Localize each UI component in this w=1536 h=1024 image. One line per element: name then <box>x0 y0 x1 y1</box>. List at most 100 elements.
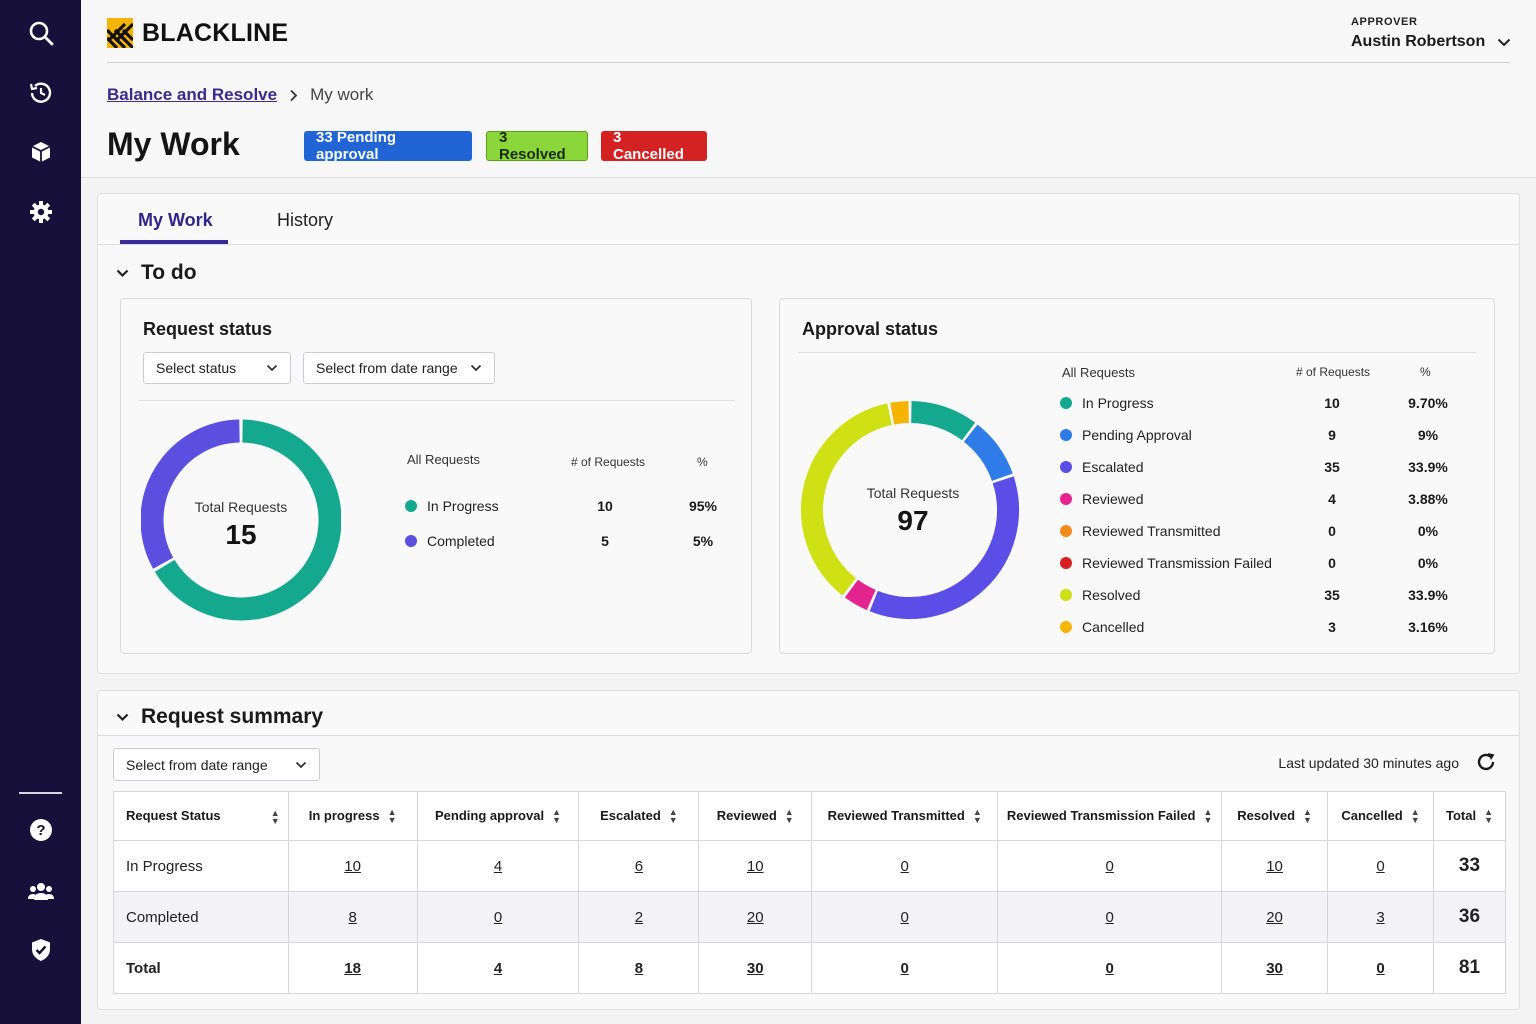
brand-logo[interactable]: BLACKLINE <box>107 18 288 48</box>
chevron-down-icon <box>470 364 482 372</box>
cell-link[interactable]: 10 <box>1266 857 1283 875</box>
status-select[interactable]: Select status <box>143 352 291 384</box>
box-icon[interactable] <box>22 133 60 171</box>
legend-count: 35 <box>1324 459 1340 475</box>
column-header-pending-approval[interactable]: Pending approval ▲ ▼ <box>416 791 580 841</box>
legend-label: Escalated <box>1082 459 1144 475</box>
donut-slice-in-progress[interactable] <box>154 419 341 621</box>
column-header-label: Pending approval <box>435 807 545 823</box>
sort-icon[interactable]: ▲ ▼ <box>1484 807 1493 826</box>
column-header-reviewed[interactable]: Reviewed ▲ ▼ <box>698 791 813 841</box>
cell-link[interactable]: 30 <box>1266 959 1283 977</box>
cell-link[interactable]: 0 <box>1105 959 1114 977</box>
column-header-in-progress[interactable]: In progress ▲ ▼ <box>287 791 418 841</box>
breadcrumb-link-balance-and-resolve[interactable]: Balance and Resolve <box>107 85 278 104</box>
total-value: 97 <box>897 505 929 536</box>
donut-slice-cancelled[interactable] <box>890 401 910 425</box>
cell-link[interactable]: 4 <box>493 959 503 977</box>
cell-link[interactable]: 0 <box>900 959 909 977</box>
sort-icon[interactable]: ▲ ▼ <box>387 807 397 826</box>
cancelled-badge[interactable]: 3 Cancelled <box>601 129 707 163</box>
user-menu[interactable]: Austin Robertson <box>1351 33 1511 51</box>
sort-icon[interactable]: ▲ ▼ <box>552 807 561 826</box>
total-label: Total Requests <box>866 485 960 501</box>
resolved-badge[interactable]: 3 Resolved <box>486 129 588 163</box>
column-header-resolved[interactable]: Resolved ▲ ▼ <box>1221 791 1329 841</box>
request-summary-table: Request Status ▲ ▼ In progress ▲ ▼ Pending app… <box>113 791 1507 994</box>
cell-link[interactable]: 0 <box>900 908 909 926</box>
pending-approval-badge[interactable]: 33 Pending approval <box>304 129 472 163</box>
donut-slice-reviewed[interactable] <box>844 579 876 611</box>
date-range-select[interactable]: Select from date range <box>303 352 495 384</box>
sort-icon[interactable]: ▲ ▼ <box>1303 807 1312 826</box>
sort-icon[interactable]: ▲ ▼ <box>972 807 982 826</box>
page-title: My Work <box>107 126 240 162</box>
cell-link[interactable]: 10 <box>344 857 361 875</box>
my-work-panel: My Work History To do Request status Sel… <box>97 193 1520 674</box>
sort-icon[interactable]: ▲ ▼ <box>784 807 794 826</box>
search-icon[interactable] <box>22 14 60 52</box>
column-header-request-status[interactable]: Request Status ▲ ▼ <box>113 791 289 841</box>
legend-head-name: All Requests <box>407 452 480 467</box>
breadcrumb: Balance and Resolve My work <box>107 85 373 105</box>
legend-pct: 3.16% <box>1408 619 1448 635</box>
cell-link[interactable]: 4 <box>493 857 503 875</box>
column-header-reviewed-transmission-failed[interactable]: Reviewed Transmission Failed ▲ ▼ <box>997 791 1223 841</box>
donut-slice-completed[interactable] <box>141 419 240 569</box>
cell-link[interactable]: 0 <box>1105 857 1114 875</box>
column-header-total[interactable]: Total ▲ ▼ <box>1432 791 1507 841</box>
cell-link[interactable]: 0 <box>1105 908 1114 926</box>
tab-my-work[interactable]: My Work <box>138 210 213 230</box>
row-label: Completed <box>113 891 289 943</box>
table-cell: 0 <box>997 840 1223 892</box>
legend-label: Cancelled <box>1082 619 1145 635</box>
shield-check-icon[interactable] <box>22 931 60 969</box>
column-header-escalated[interactable]: Escalated ▲ ▼ <box>578 791 700 841</box>
column-header-label: Resolved <box>1237 807 1296 823</box>
sort-icon[interactable]: ▲ ▼ <box>1410 807 1420 826</box>
table-cell: 0 <box>1327 942 1434 994</box>
cell-link[interactable]: 20 <box>746 908 764 926</box>
legend-item: Reviewed Transmission Failed <box>1060 551 1272 575</box>
cell-link[interactable]: 0 <box>493 908 503 926</box>
cell-link[interactable]: 0 <box>1376 857 1385 875</box>
cell-link[interactable]: 6 <box>634 857 644 875</box>
cell-link[interactable]: 3 <box>1376 908 1385 926</box>
donut-slice-pending-approval[interactable] <box>963 424 1013 482</box>
refresh-icon[interactable] <box>1475 751 1497 778</box>
cell-link[interactable]: 30 <box>746 959 764 977</box>
request-status-donut <box>141 419 341 621</box>
cell-link[interactable]: 8 <box>348 908 357 926</box>
help-icon[interactable]: ? <box>22 811 60 849</box>
table-cell: 0 <box>811 891 999 943</box>
table-cell: 0 <box>416 891 580 943</box>
cell-link[interactable]: 20 <box>1266 908 1283 926</box>
donut-slice-escalated[interactable] <box>869 476 1019 619</box>
brand-name: BLACKLINE <box>142 18 289 47</box>
table-cell: 30 <box>1221 942 1329 994</box>
cell-link[interactable]: 8 <box>634 959 644 977</box>
sort-icon[interactable]: ▲ ▼ <box>1203 807 1213 826</box>
cell-link[interactable]: 0 <box>1376 959 1385 977</box>
gear-icon[interactable] <box>22 193 60 231</box>
donut-slice-in-progress[interactable] <box>910 401 976 441</box>
todo-section-toggle[interactable]: To do <box>116 261 197 285</box>
cell-link[interactable]: 2 <box>634 908 644 926</box>
column-header-reviewed-transmitted[interactable]: Reviewed Transmitted ▲ ▼ <box>811 791 999 841</box>
table-cell: 8 <box>287 891 418 943</box>
legend-item: Resolved <box>1060 583 1140 607</box>
legend-dot <box>1060 589 1072 601</box>
history-icon[interactable] <box>22 74 60 112</box>
cell-link[interactable]: 0 <box>900 857 909 875</box>
donut-slice-resolved[interactable] <box>801 403 893 596</box>
sort-icon[interactable]: ▲ ▼ <box>270 807 280 826</box>
tab-history[interactable]: History <box>277 210 334 230</box>
legend-label: Reviewed <box>1082 491 1144 507</box>
summary-date-range-select[interactable]: Select from date range <box>113 748 320 781</box>
cell-link[interactable]: 10 <box>746 857 764 875</box>
summary-section-toggle[interactable]: Request summary <box>116 705 323 729</box>
users-icon[interactable] <box>22 873 60 911</box>
cell-link[interactable]: 18 <box>344 959 361 977</box>
sort-icon[interactable]: ▲ ▼ <box>668 807 678 826</box>
column-header-cancelled[interactable]: Cancelled ▲ ▼ <box>1327 791 1434 841</box>
